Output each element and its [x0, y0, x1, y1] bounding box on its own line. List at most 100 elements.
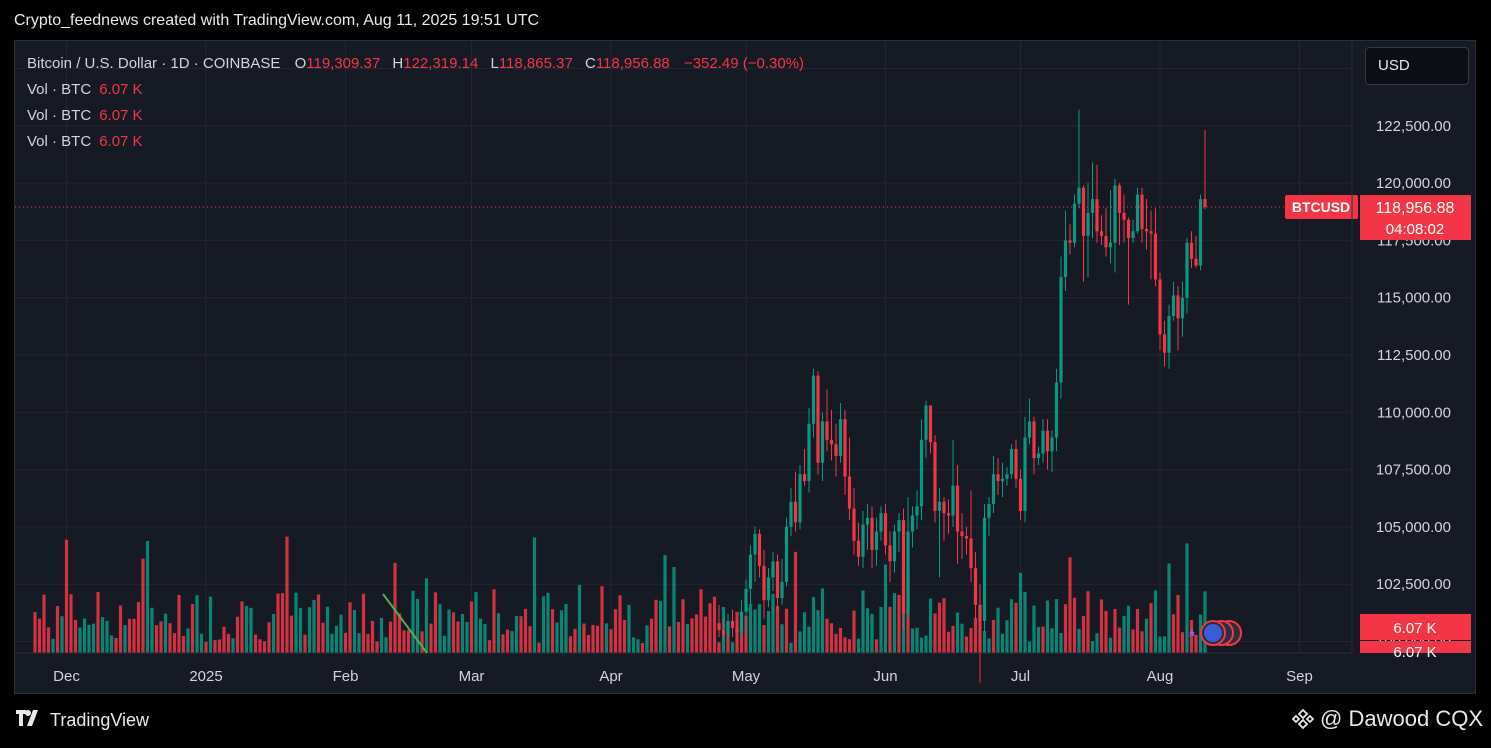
candle-body[interactable] — [919, 439, 924, 507]
candle-body[interactable] — [1117, 185, 1122, 213]
candle-body[interactable] — [1095, 199, 1099, 232]
candle-body[interactable] — [784, 526, 789, 582]
volume-row[interactable]: Vol · BTC 6.07 K — [27, 133, 804, 159]
candle-body[interactable] — [991, 474, 996, 505]
candle-body[interactable] — [1180, 297, 1185, 319]
candle-body[interactable] — [1122, 212, 1126, 220]
candle-body[interactable] — [1203, 198, 1207, 208]
candle-body[interactable] — [1194, 258, 1198, 266]
candle-body[interactable] — [1009, 449, 1014, 475]
candle-body[interactable] — [1158, 279, 1162, 335]
candle-body[interactable] — [1000, 478, 1005, 482]
candle-body[interactable] — [996, 474, 1000, 482]
candle-body[interactable] — [1027, 421, 1032, 438]
candle-body[interactable] — [1036, 453, 1041, 459]
candle-body[interactable] — [793, 501, 798, 523]
candle-body[interactable] — [1032, 421, 1036, 459]
candle-body[interactable] — [1068, 240, 1072, 243]
candle-body[interactable] — [820, 421, 825, 463]
candle-body[interactable] — [1104, 235, 1108, 248]
candle-body[interactable] — [888, 545, 892, 562]
candle-body[interactable] — [802, 474, 807, 482]
candle-body[interactable] — [960, 531, 964, 537]
candle-body[interactable] — [762, 565, 766, 601]
candle-body[interactable] — [897, 520, 901, 532]
candle-body[interactable] — [807, 423, 811, 482]
candle-body[interactable] — [1162, 334, 1167, 353]
candle-body[interactable] — [879, 513, 883, 532]
candle-body[interactable] — [829, 439, 834, 445]
candle-body[interactable] — [834, 444, 838, 456]
candle-body[interactable] — [1014, 449, 1018, 479]
candle-body[interactable] — [892, 531, 897, 562]
candle-body[interactable] — [1113, 185, 1117, 243]
candle-body[interactable] — [1153, 233, 1158, 280]
candlestick-chart[interactable]: 125,000.00122,500.00120,000.00117,500.00… — [15, 41, 1476, 694]
candle-body[interactable] — [739, 611, 744, 633]
candle-body[interactable] — [964, 536, 969, 539]
candle-body[interactable] — [1045, 430, 1050, 452]
drawing-trend-line[interactable] — [382, 593, 428, 654]
candle-body[interactable] — [766, 577, 771, 601]
chart-panel[interactable]: 125,000.00122,500.00120,000.00117,500.00… — [14, 40, 1476, 694]
candle-body[interactable] — [838, 419, 843, 456]
candle-body[interactable] — [978, 604, 982, 621]
candle-body[interactable] — [1059, 277, 1063, 383]
candle-body[interactable] — [1077, 187, 1081, 204]
candle-body[interactable] — [1126, 219, 1131, 239]
candle-body[interactable] — [780, 581, 784, 598]
candle-body[interactable] — [942, 501, 946, 514]
candle-body[interactable] — [969, 538, 973, 569]
candle-body[interactable] — [1167, 316, 1171, 353]
volume-row[interactable]: Vol · BTC 6.07 K — [27, 107, 804, 133]
candle-body[interactable] — [721, 630, 726, 635]
candle-body[interactable] — [1144, 228, 1149, 232]
candle-body[interactable] — [901, 520, 906, 615]
candle-body[interactable] — [870, 517, 874, 550]
candle-body[interactable] — [946, 513, 951, 516]
candle-body[interactable] — [865, 517, 870, 525]
candle-body[interactable] — [816, 375, 820, 463]
candle-body[interactable] — [843, 419, 847, 477]
candle-body[interactable] — [906, 531, 910, 615]
candle-body[interactable] — [1176, 295, 1180, 319]
candle-body[interactable] — [951, 485, 955, 516]
candle-body[interactable] — [874, 531, 879, 550]
candle-body[interactable] — [924, 405, 928, 440]
candle-body[interactable] — [1171, 295, 1176, 317]
candle-body[interactable] — [1005, 474, 1009, 479]
candle-body[interactable] — [973, 568, 978, 605]
candle-body[interactable] — [748, 554, 753, 589]
candle-body[interactable] — [771, 561, 775, 578]
candle-body[interactable] — [775, 561, 780, 598]
candle-body[interactable] — [811, 375, 816, 424]
candle-body[interactable] — [1086, 212, 1090, 236]
candle-body[interactable] — [1050, 437, 1054, 452]
candle-body[interactable] — [789, 501, 793, 527]
candle-body[interactable] — [753, 533, 757, 555]
candle-body[interactable] — [847, 476, 852, 509]
candle-body[interactable] — [861, 524, 865, 557]
candle-body[interactable] — [987, 504, 991, 518]
candle-body[interactable] — [955, 485, 960, 532]
candle-body[interactable] — [937, 501, 942, 511]
candle-body[interactable] — [1063, 240, 1068, 278]
candle-body[interactable] — [1099, 231, 1104, 236]
candle-body[interactable] — [1090, 199, 1095, 213]
candle-body[interactable] — [1135, 194, 1140, 232]
candle-body[interactable] — [883, 513, 888, 546]
candle-body[interactable] — [1189, 242, 1194, 259]
candle-body[interactable] — [1140, 194, 1144, 229]
volume-row[interactable]: Vol · BTC 6.07 K — [27, 81, 804, 107]
candle-body[interactable] — [852, 508, 856, 541]
candle-body[interactable] — [933, 442, 937, 511]
candle-body[interactable] — [744, 588, 748, 612]
candle-body[interactable] — [1023, 437, 1027, 511]
candle-body[interactable] — [730, 620, 735, 628]
candle-body[interactable] — [1041, 430, 1045, 454]
candle-body[interactable] — [798, 474, 802, 523]
candle-body[interactable] — [1081, 187, 1086, 236]
candle-body[interactable] — [1018, 478, 1023, 511]
candle-body[interactable] — [856, 540, 861, 557]
candle-body[interactable] — [982, 517, 987, 621]
